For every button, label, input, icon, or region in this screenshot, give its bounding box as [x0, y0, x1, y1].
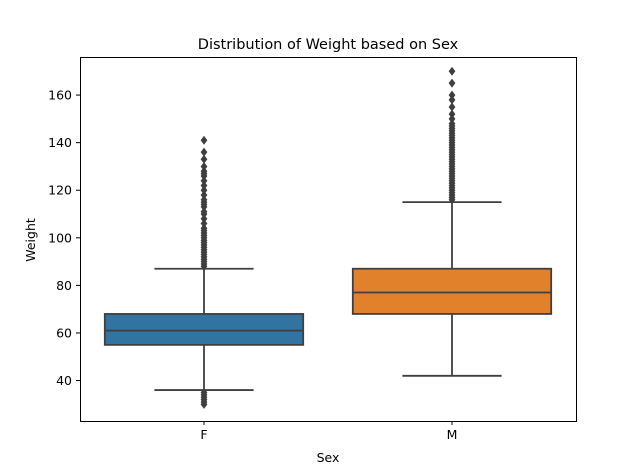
outlier-point: [448, 90, 456, 100]
y-tick-label-40: 40: [56, 373, 72, 388]
x-tick-label-F: F: [200, 427, 207, 442]
outlier-point: [200, 180, 208, 190]
x-tick-label-M: M: [447, 427, 458, 442]
axes-frame: [80, 57, 577, 422]
outlier-point: [200, 135, 208, 145]
outlier-point: [200, 190, 208, 200]
y-tick-label-100: 100: [48, 230, 72, 245]
x-axis-label: Sex: [317, 450, 340, 465]
outlier-point: [448, 78, 456, 88]
y-tick-label-120: 120: [48, 183, 72, 198]
box-group-F: [103, 135, 305, 409]
outlier-point: [200, 387, 208, 397]
plot-area: [103, 66, 553, 409]
y-tick-label-140: 140: [48, 135, 72, 150]
y-tick-label-80: 80: [56, 278, 72, 293]
outlier-point: [200, 147, 208, 157]
outlier-point: [448, 114, 456, 124]
box-F: [103, 313, 305, 346]
y-axis: 40 60 80 100 120 140 160: [48, 88, 80, 388]
y-tick-label-60: 60: [56, 325, 72, 340]
outlier-point: [200, 154, 208, 164]
outlier-point: [200, 207, 208, 217]
outlier-point: [200, 223, 208, 233]
y-tick-label-160: 160: [48, 88, 72, 103]
box-M: [351, 267, 553, 315]
outlier-point: [448, 66, 456, 76]
chart-title: Distribution of Weight based on Sex: [198, 37, 459, 53]
outlier-point: [200, 195, 208, 205]
outlier-point: [200, 214, 208, 224]
outlier-point: [448, 109, 456, 119]
outlier-point: [448, 102, 456, 112]
outlier-point: [200, 219, 208, 229]
box-group-M: [351, 66, 553, 377]
outlier-point: [200, 176, 208, 186]
outlier-point: [200, 161, 208, 171]
outlier-point: [200, 166, 208, 176]
outlier-point: [448, 95, 456, 105]
outlier-point: [448, 119, 456, 129]
y-axis-label: Weight: [23, 218, 38, 262]
outlier-point: [200, 185, 208, 195]
